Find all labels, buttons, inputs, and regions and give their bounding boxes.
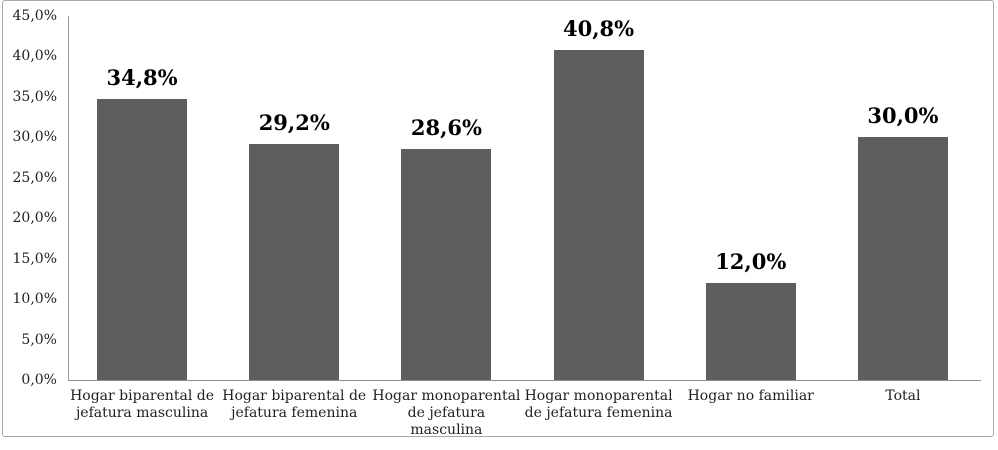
y-axis-line (68, 16, 69, 380)
x-category-label: Total (885, 388, 921, 404)
x-category-label: Hogar biparental de jefatura masculina (70, 388, 215, 421)
bar (249, 143, 340, 380)
y-tick-label: 5,0% (21, 331, 57, 348)
y-tick-label: 40,0% (12, 48, 57, 65)
x-category-label: Hogar no familiar (687, 388, 814, 404)
y-tick-label: 35,0% (12, 88, 57, 105)
bar-value-label: 40,8% (563, 15, 635, 41)
bar-value-label: 12,0% (715, 248, 787, 274)
y-tick-label: 10,0% (12, 291, 57, 308)
x-category-label: Hogar monoparental de jefatura femenina (524, 388, 673, 421)
y-tick-label: 45,0% (12, 8, 57, 24)
y-tick-label: 15,0% (12, 250, 57, 267)
y-tick-label: 0,0% (21, 372, 57, 388)
x-category-label: Hogar biparental de jefatura femenina (222, 388, 367, 421)
bar-value-label: 30,0% (867, 103, 939, 129)
x-axis-line (68, 380, 981, 381)
bar-value-label: 29,2% (258, 109, 330, 135)
y-tick-label: 20,0% (12, 210, 57, 227)
bar (857, 137, 948, 380)
y-tick-label: 25,0% (12, 169, 57, 186)
bar (97, 98, 188, 380)
bar (705, 282, 796, 380)
y-tick-label: 30,0% (12, 129, 57, 146)
bar-value-label: 34,8% (106, 64, 178, 90)
bar (553, 49, 644, 380)
bar (401, 148, 492, 380)
x-category-label: Hogar monoparental de jefatura masculina (372, 388, 521, 438)
bar-value-label: 28,6% (410, 114, 482, 140)
